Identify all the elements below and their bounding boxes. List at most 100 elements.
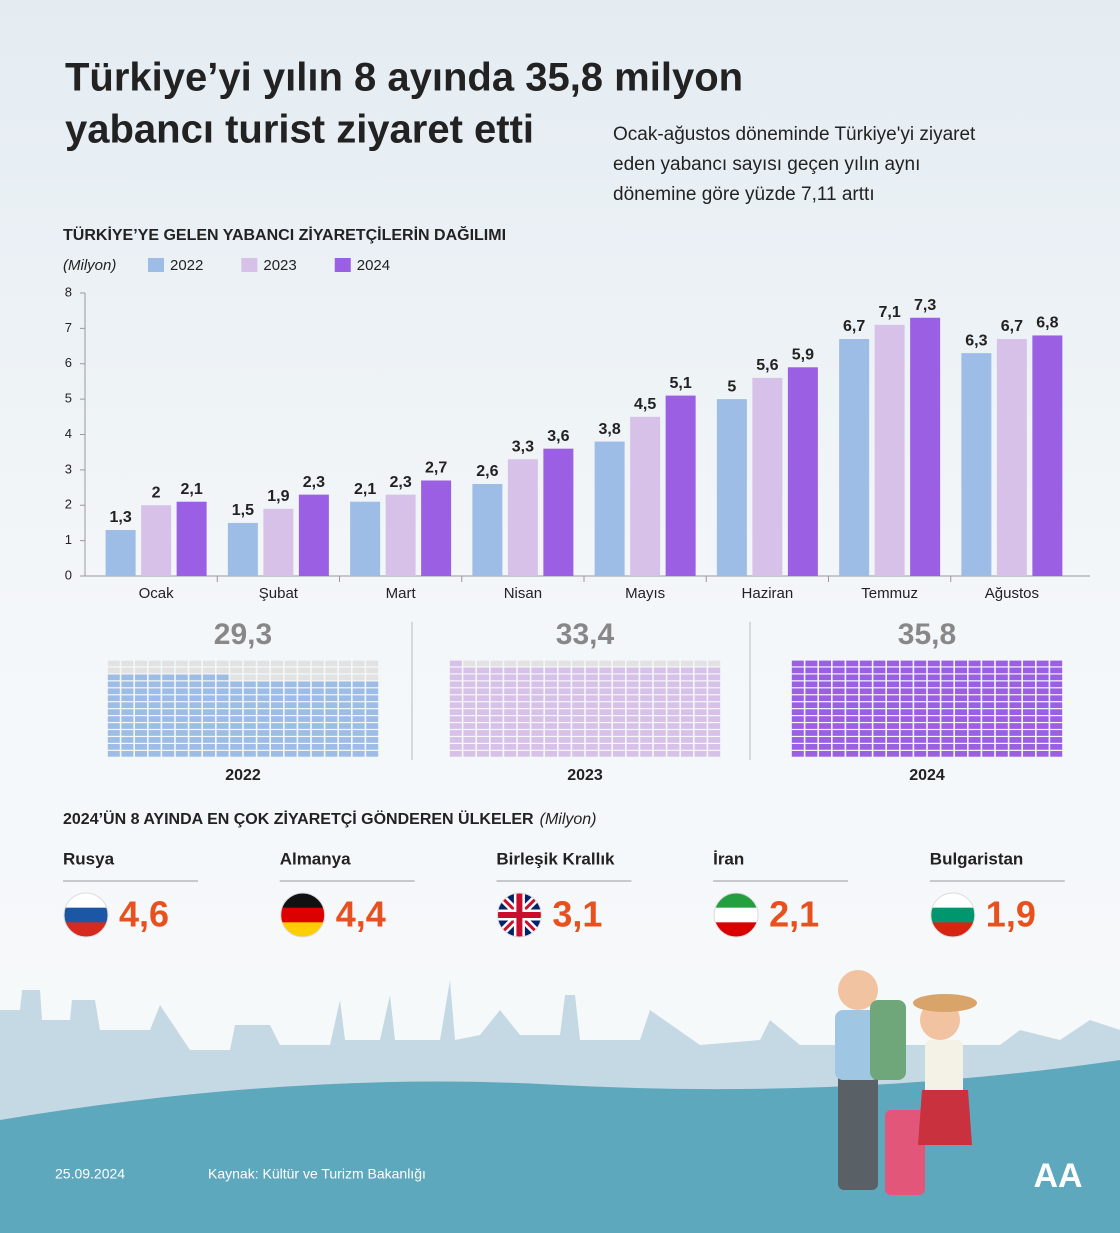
waffle-cell [995, 750, 1008, 757]
waffle-cell [517, 660, 530, 667]
waffle-cell [585, 744, 598, 750]
waffle-cell [585, 723, 598, 729]
waffle-cell [243, 750, 256, 757]
waffle-cell [1009, 688, 1022, 695]
waffle-cell [900, 660, 913, 667]
waffle-cell [640, 695, 653, 702]
waffle-cell [463, 702, 476, 709]
waffle-cell [819, 695, 831, 702]
country-name: Almanya [280, 849, 351, 868]
waffle-cell [366, 702, 379, 709]
bar [665, 395, 696, 576]
waffle-cell [517, 688, 530, 695]
waffle-cell [626, 730, 639, 736]
waffle-cell [1036, 723, 1049, 729]
flag-ring [280, 892, 326, 938]
waffle-cell [311, 681, 324, 688]
bar [421, 480, 452, 576]
waffle-cell [216, 702, 229, 709]
value-label: 2,1 [354, 481, 376, 498]
waffle-cell [352, 660, 365, 667]
waffle-cell [558, 709, 571, 715]
waffle-cell [805, 702, 818, 709]
waffle-cell [819, 674, 831, 681]
waffle-cell [599, 716, 612, 722]
waffle-cell [284, 750, 297, 757]
flag [714, 893, 759, 937]
waffle-cell [325, 750, 338, 757]
flag-stripe [64, 922, 108, 937]
waffle-cell [203, 723, 215, 729]
waffle-cell [477, 723, 489, 729]
waffle-cell [1050, 667, 1063, 674]
waffle-cell [107, 716, 120, 722]
waffle-cell [449, 702, 462, 709]
waffle-cell [558, 737, 571, 743]
flag-stripe [714, 907, 759, 923]
waffle-cell [339, 750, 351, 757]
waffle-cell [572, 730, 585, 736]
waffle-cell [653, 674, 666, 681]
waffle-cell [873, 681, 886, 688]
waffle-cell [640, 709, 653, 715]
flag-ring [63, 892, 109, 938]
waffle-cell [230, 681, 243, 688]
waffle-cell [257, 709, 270, 715]
waffle-cell [504, 674, 517, 681]
waffle-cell [298, 674, 311, 681]
waffle-cell [626, 660, 639, 667]
subtitle: eden yabancı sayısı geçen yılın aynı [613, 154, 920, 175]
waffle-cell [175, 716, 188, 722]
waffle-cell [243, 730, 256, 736]
waffle-cell [805, 723, 818, 729]
value-label: 3,3 [512, 438, 534, 455]
waffle-cell [189, 702, 202, 709]
waffle-cell [339, 723, 351, 729]
waffle-cell [175, 681, 188, 688]
waffle-cell [681, 688, 693, 695]
total-label: 33,4 [556, 618, 615, 651]
waffle-cell [504, 695, 517, 702]
waffle-cell [175, 730, 188, 736]
waffle-cell [626, 744, 639, 750]
waffle-cell [477, 674, 489, 681]
waffle-cell [477, 681, 489, 688]
waffle-cell [121, 674, 134, 681]
waffle-cell [900, 709, 913, 715]
value-label: 7,1 [879, 304, 901, 321]
waffle-cell [805, 737, 818, 743]
waffle-cell [1036, 660, 1049, 667]
waffle-cell [517, 674, 530, 681]
waffle-cell [626, 667, 639, 674]
waffle-cell [927, 723, 940, 729]
waffle-cell [791, 688, 804, 695]
waffle-cell [325, 667, 338, 674]
waffle-cell [216, 750, 229, 757]
waffle-cell [941, 681, 954, 688]
waffle-cell [366, 730, 379, 736]
waffle-cell [135, 709, 147, 715]
waffle-cell [449, 688, 462, 695]
waffle-cell [914, 723, 927, 729]
waffle-cell [626, 702, 639, 709]
waffle-cell [107, 688, 120, 695]
waffle-cell [298, 744, 311, 750]
waffle-cell [352, 750, 365, 757]
waffle-cell [873, 744, 886, 750]
bar [298, 494, 329, 576]
waffle-cell [873, 667, 886, 674]
waffle-cell [517, 737, 530, 743]
waffle-cell [1023, 750, 1035, 757]
waffle-cell [819, 744, 831, 750]
waffle-cell [681, 660, 693, 667]
flag [930, 893, 975, 937]
waffle-cell [545, 750, 557, 757]
waffle-cell [572, 723, 585, 729]
waffle-cell [667, 737, 680, 743]
source: Kaynak: Kültür ve Turizm Bakanlığı [208, 1166, 426, 1182]
waffle-cell [203, 667, 215, 674]
waffle-cell [257, 660, 270, 667]
waffle-cell [558, 674, 571, 681]
waffle-cell [995, 716, 1008, 722]
